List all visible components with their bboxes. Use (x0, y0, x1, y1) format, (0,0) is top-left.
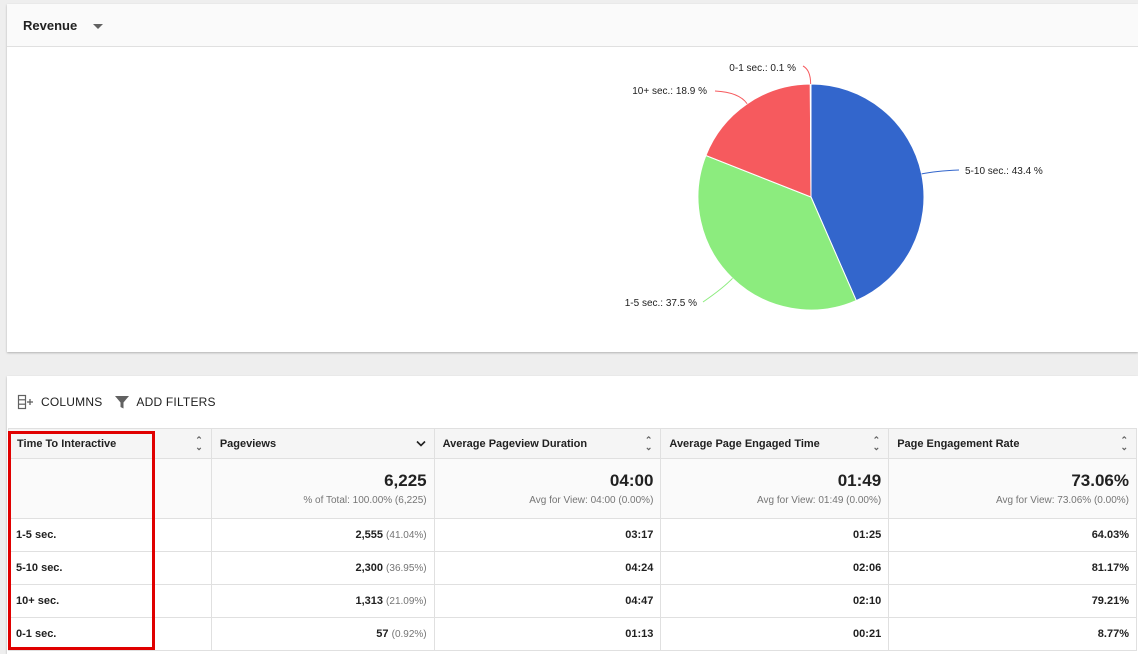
metric-dropdown[interactable]: Revenue (23, 17, 104, 33)
duration-cell: 01:13 (433, 617, 662, 651)
caret-down-icon (93, 23, 104, 29)
pie-slice[interactable] (810, 83, 925, 302)
totals-cell: 6,225% of Total: 100.00% (6,225) (210, 458, 435, 519)
dimension-cell[interactable]: 1-5 sec. (8, 518, 212, 552)
sort-icon: ⌃ ⌄ (872, 435, 881, 452)
sort-icon: ⌃ ⌄ (644, 435, 653, 452)
duration-cell: 04:24 (433, 551, 662, 585)
table-row: 10+ sec. 1,313 (21.09%) 04:47 02:10 79.2… (8, 584, 1137, 618)
pageviews-cell: 2,300 (36.95%) (210, 551, 435, 585)
pageviews-cell: 2,555 (41.04%) (210, 518, 435, 552)
totals-row: 6,225% of Total: 100.00% (6,225) 04:00 Av… (8, 458, 1137, 519)
chart-card: Revenue 5-10 sec.: 43.4 % 1-5 sec.: 37.5 … (7, 4, 1138, 352)
report-table: Time To Interactive ⌃ ⌄ Pageviews Average … (8, 428, 1137, 651)
sort-icon: ⌃ ⌄ (195, 435, 203, 452)
engaged-cell: 02:10 (660, 584, 890, 618)
pie-leader-line (921, 169, 960, 175)
table-row: 5-10 sec. 2,300 (36.95%) 04:24 02:06 81.… (8, 551, 1137, 585)
totals-cell: 04:00 Avg for View: 04:00 (0.00%) (433, 458, 662, 519)
header-avg-pageview-duration[interactable]: Average Pageview Duration ⌃ ⌄ (433, 428, 662, 459)
pie-slice[interactable] (697, 154, 857, 311)
totals-cell: 73.06% Avg for View: 73.06% (0.00%) (888, 458, 1137, 519)
sort-icon: ⌃ ⌄ (1120, 435, 1128, 452)
pie-slice-label: 0-1 sec.: 0.1 % (729, 63, 796, 74)
pie-chart: 5-10 sec.: 43.4 % 1-5 sec.: 37.5 % 10+ sec… (625, 63, 1043, 311)
engaged-cell: 00:21 (660, 617, 890, 651)
sort-descending-icon (416, 439, 426, 451)
chart-header: Revenue (7, 4, 1138, 47)
duration-cell: 04:47 (433, 584, 662, 618)
header-avg-page-engaged-time[interactable]: Average Page Engaged Time ⌃ ⌄ (660, 428, 890, 459)
pie-slice[interactable] (809, 83, 812, 198)
totals-dim-cell (8, 458, 212, 519)
pie-leader-line (802, 65, 812, 85)
table-header-row: Time To Interactive ⌃ ⌄ Pageviews Average … (8, 428, 1137, 459)
duration-cell: 03:17 (433, 518, 662, 552)
dimension-cell[interactable]: 0-1 sec. (8, 617, 212, 651)
pie-slice-label: 1-5 sec.: 37.5 % (625, 298, 697, 309)
dimension-cell[interactable]: 5-10 sec. (8, 551, 212, 585)
engaged-cell: 01:25 (660, 518, 890, 552)
header-page-engagement-rate[interactable]: Page Engagement Rate ⌃ ⌄ (888, 428, 1137, 459)
pie-slice[interactable] (705, 83, 812, 198)
metric-label: Revenue (23, 17, 78, 33)
header-pageviews[interactable]: Pageviews (210, 428, 435, 459)
rate-cell: 81.17% (888, 551, 1137, 585)
pageviews-cell: 57 (0.92%) (210, 617, 435, 651)
pie-slice-label: 5-10 sec.: 43.4 % (965, 166, 1043, 177)
pie-leader-line (702, 277, 733, 303)
table-toolbar: COLUMNS ADD FILTERS (7, 376, 1138, 428)
dimension-cell[interactable]: 10+ sec. (8, 584, 212, 618)
columns-icon (17, 394, 35, 410)
pageviews-cell: 1,313 (21.09%) (210, 584, 435, 618)
rate-cell: 64.03% (888, 518, 1137, 552)
engaged-cell: 02:06 (660, 551, 890, 585)
totals-cell: 01:49 Avg for View: 01:49 (0.00%) (660, 458, 890, 519)
columns-label: COLUMNS (41, 395, 103, 409)
add-filters-label: ADD FILTERS (136, 395, 216, 409)
table-card: COLUMNS ADD FILTERS Time To Interactive ⌃… (7, 376, 1138, 654)
pie-slice-label: 10+ sec.: 18.9 % (632, 86, 707, 97)
table-row: 1-5 sec. 2,555 (41.04%) 03:17 01:25 64.0… (8, 518, 1137, 552)
add-filters-button[interactable]: ADD FILTERS (114, 394, 216, 410)
table-row: 0-1 sec. 57 (0.92%) 01:13 00:21 8.77% (8, 617, 1137, 651)
rate-cell: 79.21% (888, 584, 1137, 618)
filter-icon (114, 394, 130, 410)
header-time-to-interactive[interactable]: Time To Interactive ⌃ ⌄ (8, 428, 212, 459)
columns-button[interactable]: COLUMNS (17, 394, 102, 410)
rate-cell: 8.77% (888, 617, 1137, 651)
pie-leader-line (714, 90, 748, 105)
